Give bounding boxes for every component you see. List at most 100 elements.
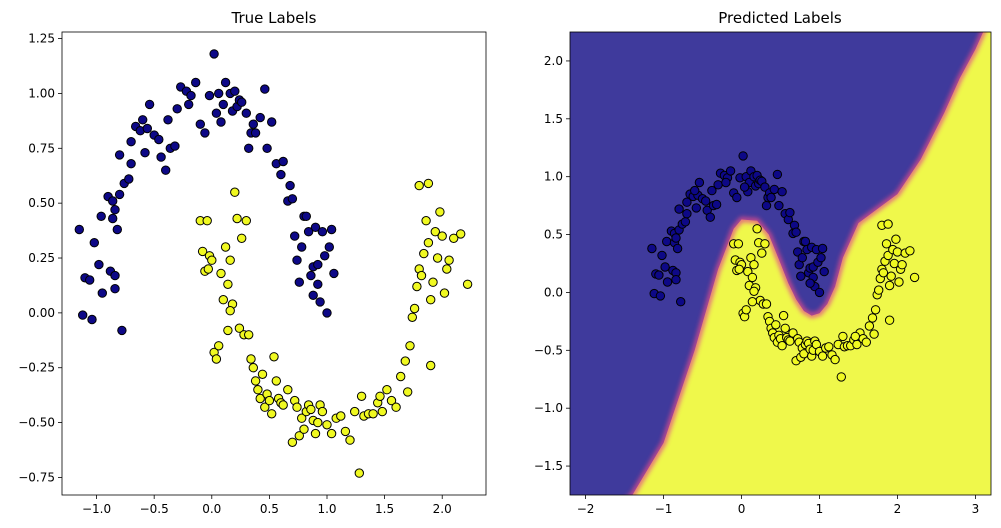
point-class-1 xyxy=(253,385,263,395)
point-class-0 xyxy=(324,242,334,252)
point-class-0 xyxy=(108,196,118,206)
point-class-1 xyxy=(294,431,304,441)
point-class-1 xyxy=(435,207,445,217)
point-class-1 xyxy=(894,277,904,287)
point-class-0 xyxy=(819,266,829,277)
point-class-1 xyxy=(310,428,321,439)
point-class-0 xyxy=(682,209,692,219)
x-tick-label: 2 xyxy=(894,502,902,516)
point-class-0 xyxy=(110,284,120,294)
y-tick-label: −1.0 xyxy=(534,401,563,415)
point-class-1 xyxy=(317,406,328,417)
x-tick-label: 1.5 xyxy=(375,502,394,516)
point-class-1 xyxy=(225,255,235,265)
point-class-0 xyxy=(276,169,286,180)
point-class-1 xyxy=(377,406,387,417)
point-class-0 xyxy=(671,275,681,285)
point-class-1 xyxy=(421,216,431,226)
point-class-1 xyxy=(207,255,217,265)
point-class-0 xyxy=(94,259,104,270)
point-class-0 xyxy=(218,99,229,110)
point-class-0 xyxy=(292,255,302,265)
point-class-0 xyxy=(682,197,692,207)
point-class-1 xyxy=(405,341,415,351)
point-class-1 xyxy=(299,424,309,434)
x-tick-label: 0 xyxy=(738,502,746,516)
point-class-0 xyxy=(216,117,226,127)
point-class-1 xyxy=(203,264,214,274)
point-class-0 xyxy=(805,278,815,288)
point-class-1 xyxy=(220,242,231,252)
x-tick-label: 3 xyxy=(972,502,980,516)
point-class-1 xyxy=(428,277,438,287)
x-axis-true: −1.0 −0.5 0.0 0.5 1.0 1.5 2.0 xyxy=(82,495,452,516)
point-class-0 xyxy=(817,243,828,254)
point-class-0 xyxy=(662,236,672,247)
point-class-1 xyxy=(761,299,772,309)
point-class-0 xyxy=(301,211,311,222)
plot-frame-true xyxy=(61,31,487,496)
y-tick-label: 1.25 xyxy=(28,32,55,46)
point-class-1 xyxy=(423,178,434,189)
point-class-0 xyxy=(769,184,779,195)
point-class-1 xyxy=(456,229,466,239)
chart-title-predicted: Predicted Labels xyxy=(718,9,842,27)
point-class-1 xyxy=(264,395,275,406)
point-class-0 xyxy=(797,253,807,263)
point-class-1 xyxy=(870,305,881,315)
point-class-1 xyxy=(423,238,434,248)
point-class-1 xyxy=(864,321,875,331)
point-class-0 xyxy=(126,137,136,147)
point-class-0 xyxy=(326,224,337,235)
point-class-1 xyxy=(741,305,751,315)
point-class-1 xyxy=(733,239,744,249)
point-class-0 xyxy=(255,112,265,123)
point-class-1 xyxy=(785,336,795,346)
point-class-0 xyxy=(290,231,300,241)
point-class-1 xyxy=(909,272,920,283)
point-class-0 xyxy=(89,238,100,248)
x-tick-label: −1 xyxy=(655,502,673,516)
point-class-0 xyxy=(739,182,750,192)
point-class-0 xyxy=(315,297,325,307)
point-class-1 xyxy=(449,233,459,244)
y-tick-label: 0.00 xyxy=(28,306,55,320)
decision-regions xyxy=(570,32,991,495)
predicted-labels-panel: Predicted Labels −2 −1 0 1 2 3 −1.5 −1.0 −0.5 0.… xyxy=(534,9,992,516)
point-class-0 xyxy=(114,150,125,160)
point-class-1 xyxy=(257,369,268,379)
y-tick-label: 0.50 xyxy=(28,196,55,210)
point-class-1 xyxy=(223,325,233,336)
point-class-0 xyxy=(78,310,88,320)
y-tick-label: −1.5 xyxy=(534,459,563,473)
x-tick-label: 0.5 xyxy=(260,502,279,516)
point-class-1 xyxy=(850,331,860,342)
point-class-1 xyxy=(861,337,871,347)
chart-title-true: True Labels xyxy=(231,9,317,27)
point-class-1 xyxy=(232,213,242,224)
point-class-1 xyxy=(407,312,417,322)
point-class-1 xyxy=(230,187,240,197)
region-class-1 xyxy=(632,32,991,495)
point-class-0 xyxy=(184,99,194,110)
point-class-0 xyxy=(320,251,330,261)
point-class-1 xyxy=(278,400,288,410)
point-class-1 xyxy=(202,216,212,226)
y-tick-label: −0.25 xyxy=(18,361,55,375)
point-class-0 xyxy=(110,270,120,281)
point-class-0 xyxy=(725,166,736,176)
point-class-1 xyxy=(409,303,420,314)
point-class-1 xyxy=(225,306,235,316)
point-class-0 xyxy=(241,108,252,118)
point-class-0 xyxy=(791,227,801,237)
y-tick-label: 0.0 xyxy=(544,285,563,299)
point-class-1 xyxy=(345,435,355,445)
point-class-1 xyxy=(881,239,892,249)
point-class-0 xyxy=(220,77,231,88)
point-class-1 xyxy=(878,268,889,278)
point-class-1 xyxy=(749,260,759,270)
point-class-0 xyxy=(110,205,120,215)
point-class-0 xyxy=(287,194,298,204)
y-tick-label: −0.5 xyxy=(534,343,563,357)
